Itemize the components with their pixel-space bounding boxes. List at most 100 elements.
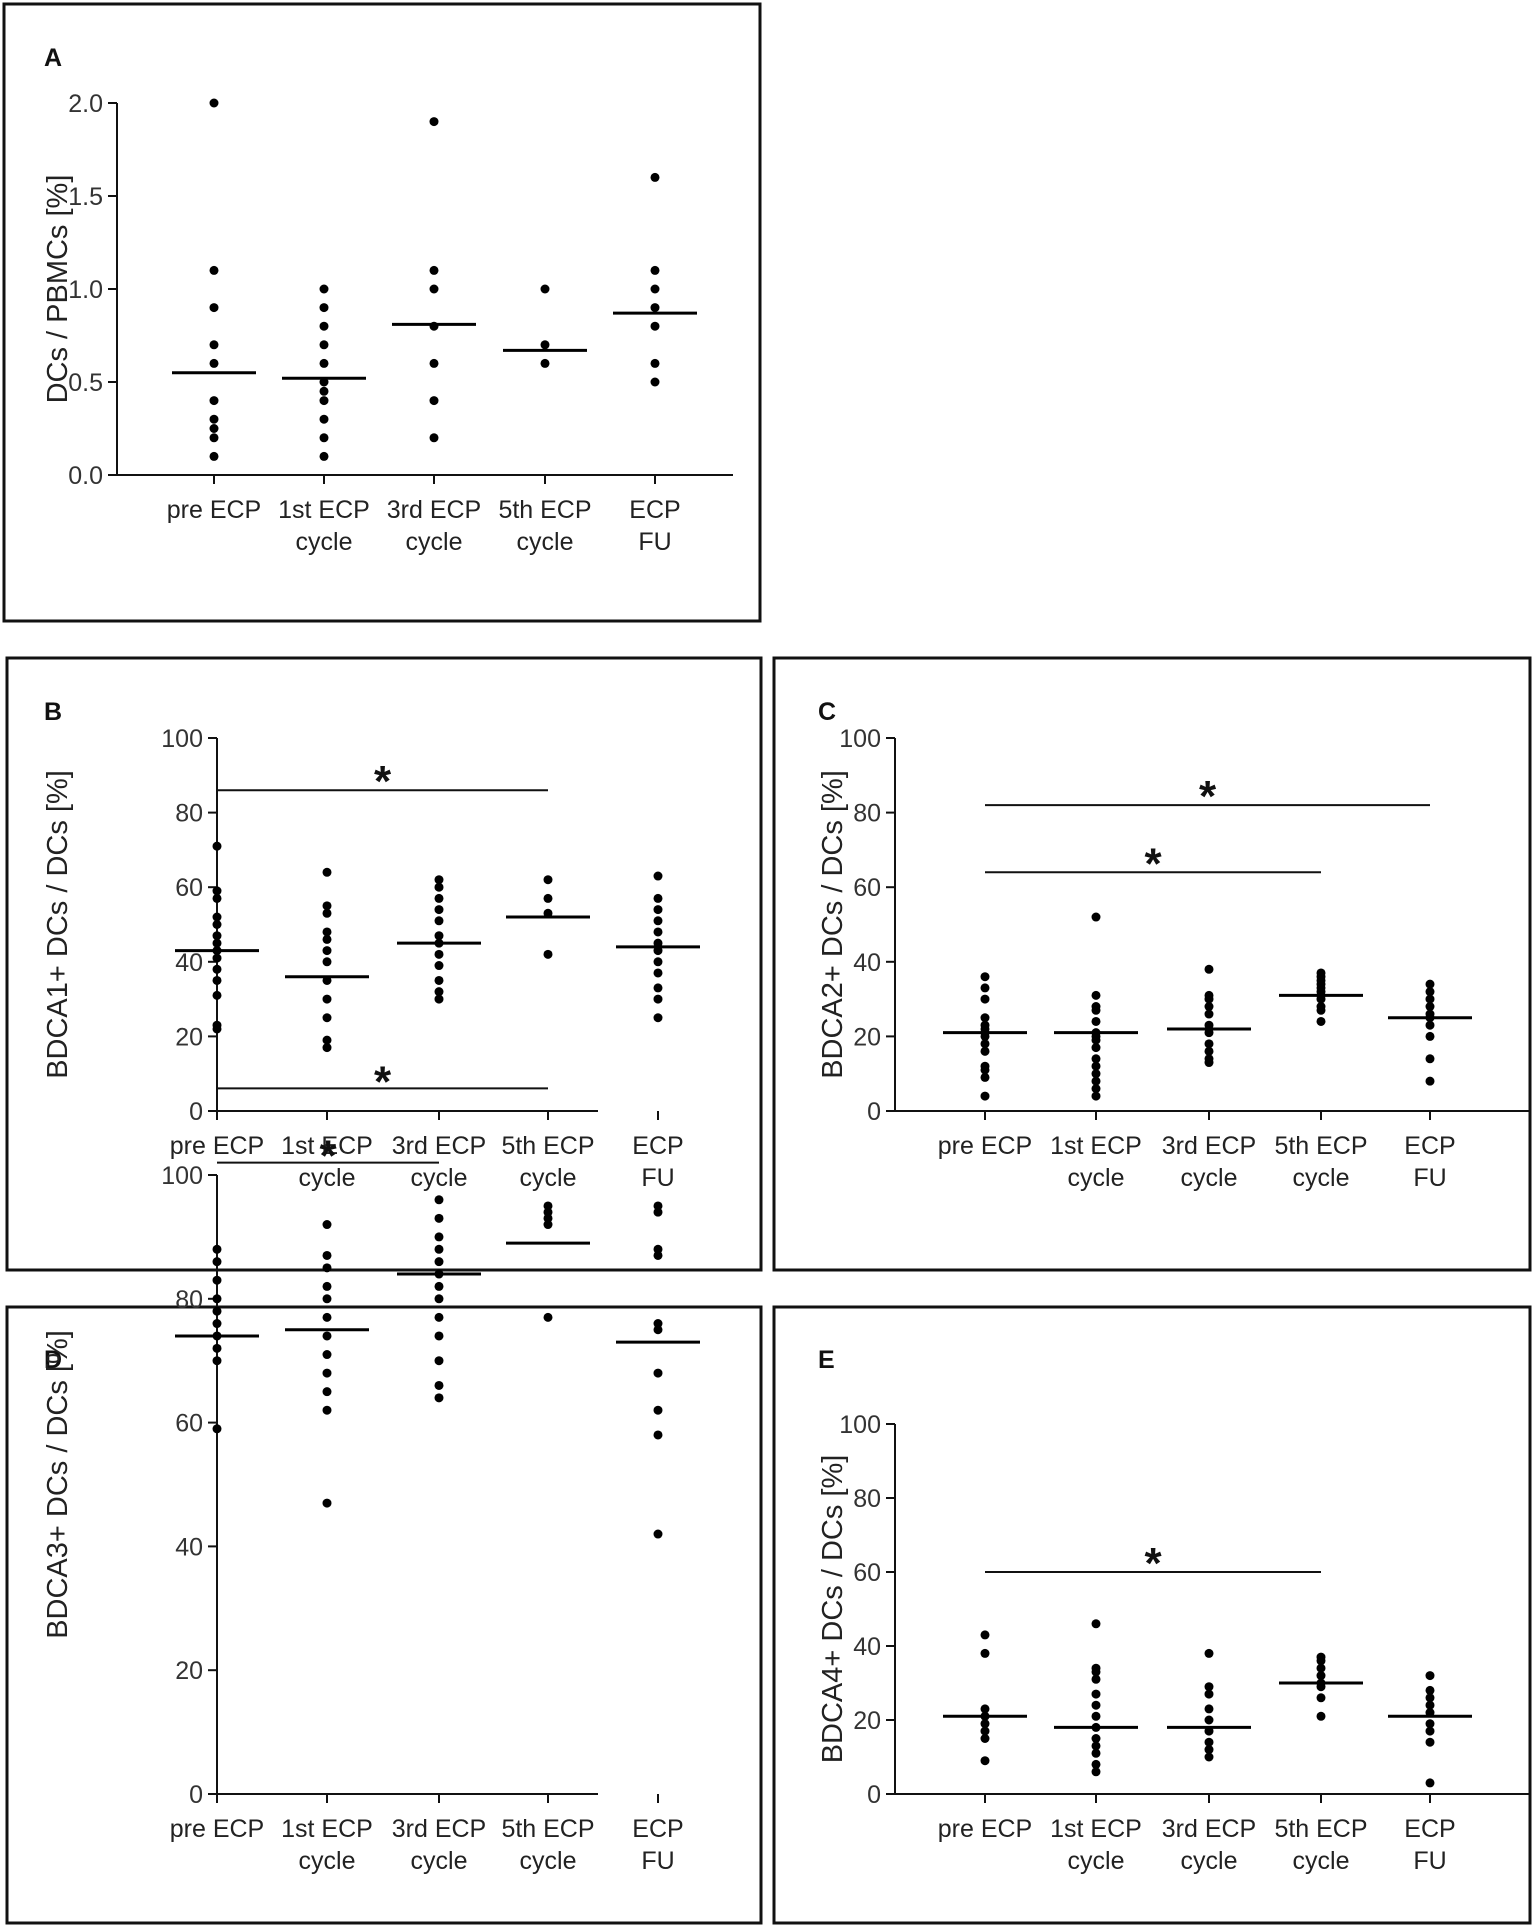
x-category-label: cycle [406, 528, 463, 556]
data-point [322, 927, 332, 937]
data-point [212, 975, 222, 985]
data-point [650, 265, 660, 275]
data-point [1091, 1069, 1101, 1079]
data-point [434, 931, 444, 941]
y-tick-label: 1.0 [68, 276, 103, 304]
data-point [1091, 1711, 1101, 1721]
data-point [434, 1331, 444, 1341]
data-point [653, 1201, 663, 1211]
y-tick-label: 0 [867, 1781, 881, 1809]
data-point [319, 340, 329, 350]
significance-star: * [1199, 772, 1217, 821]
data-point [1204, 964, 1214, 974]
y-tick-label: 40 [175, 1533, 203, 1561]
x-category-label: pre ECP [170, 1815, 264, 1843]
panel-frame [2, 2, 762, 623]
x-category-label: 5th ECP [501, 1815, 594, 1843]
data-point [209, 433, 219, 443]
significance-star: * [319, 1132, 337, 1181]
y-tick-label: 0 [867, 1098, 881, 1126]
data-point [434, 1393, 444, 1403]
data-point [212, 893, 222, 903]
significance-star: * [374, 757, 392, 806]
data-point [212, 1244, 222, 1254]
y-tick-label: 80 [853, 1485, 881, 1513]
data-point [980, 1091, 990, 1101]
y-tick-label: 40 [853, 949, 881, 977]
data-point [212, 938, 222, 948]
data-point [1091, 1759, 1101, 1769]
data-point [322, 1331, 332, 1341]
data-point [650, 321, 660, 331]
data-point [650, 303, 660, 313]
data-point [319, 358, 329, 368]
data-point [319, 284, 329, 294]
data-point [1091, 1700, 1101, 1710]
data-point [1316, 1711, 1326, 1721]
data-point [434, 1195, 444, 1205]
data-point [209, 340, 219, 350]
panel-d: D 0 20 40 60 80 100 BDCA3+ DCs / DCs [%] pre ECP… [5, 1057, 763, 1925]
data-point [543, 949, 553, 959]
y-axis-label: BDCA2+ DCs / DCs [%] [817, 770, 849, 1079]
x-category-label: 5th ECP [501, 1132, 594, 1160]
y-tick-label: 100 [839, 725, 881, 753]
data-point [653, 871, 663, 881]
data-point [322, 1368, 332, 1378]
data-point [1204, 1737, 1214, 1747]
data-point [1425, 1031, 1435, 1041]
data-point [209, 424, 219, 433]
data-point [653, 927, 663, 937]
data-point [434, 1281, 444, 1291]
data-point [653, 957, 663, 967]
panel-letter: D [44, 1346, 62, 1374]
data-point [212, 920, 222, 929]
x-category-label: 1st ECP [281, 1132, 373, 1160]
data-point [1204, 1745, 1214, 1755]
data-point [322, 1498, 332, 1508]
data-point [322, 901, 332, 911]
data-point [322, 908, 332, 918]
data-point [319, 303, 329, 313]
data-point [1316, 1656, 1326, 1666]
data-point [212, 1306, 222, 1316]
data-point [1316, 1016, 1326, 1026]
data-point [212, 964, 222, 974]
y-tick-label: 0 [189, 1781, 203, 1809]
panel-c: C 0 20 40 60 80 100 BDCA2+ DCs / DCs [%] pre ECP… [772, 656, 1532, 1272]
data-point [434, 949, 444, 959]
x-category-label: 3rd ECP [1162, 1132, 1256, 1160]
data-point [980, 1648, 990, 1658]
panel-frame [772, 656, 1532, 1272]
data-point [1204, 1058, 1214, 1068]
x-category-label: FU [1413, 1164, 1446, 1192]
data-point [650, 284, 660, 294]
data-point [1425, 1737, 1435, 1747]
data-point [1204, 1046, 1214, 1056]
x-category-label: ECP [629, 496, 680, 524]
panel-frame [5, 1305, 763, 1925]
data-point [980, 994, 990, 1004]
data-point [322, 1312, 332, 1322]
x-category-label: pre ECP [170, 1132, 264, 1160]
data-point [980, 1726, 990, 1736]
data-point [653, 1529, 663, 1539]
data-point [322, 1263, 332, 1273]
data-point [1091, 1035, 1101, 1045]
data-point [540, 284, 550, 294]
data-point [1091, 1689, 1101, 1699]
data-point [1425, 1054, 1435, 1064]
data-point [1425, 979, 1435, 989]
data-point [434, 1257, 444, 1267]
panel-letter: B [44, 698, 62, 726]
data-point [1091, 1016, 1101, 1026]
x-category-label: 5th ECP [1274, 1132, 1367, 1160]
y-tick-label: 1.5 [68, 183, 103, 211]
data-point [434, 987, 444, 997]
data-point [1091, 1667, 1101, 1677]
x-category-label: pre ECP [938, 1132, 1032, 1160]
data-point [653, 916, 663, 926]
data-point [980, 983, 990, 993]
data-point [1091, 1741, 1101, 1751]
x-category-label: cycle [299, 1847, 356, 1875]
